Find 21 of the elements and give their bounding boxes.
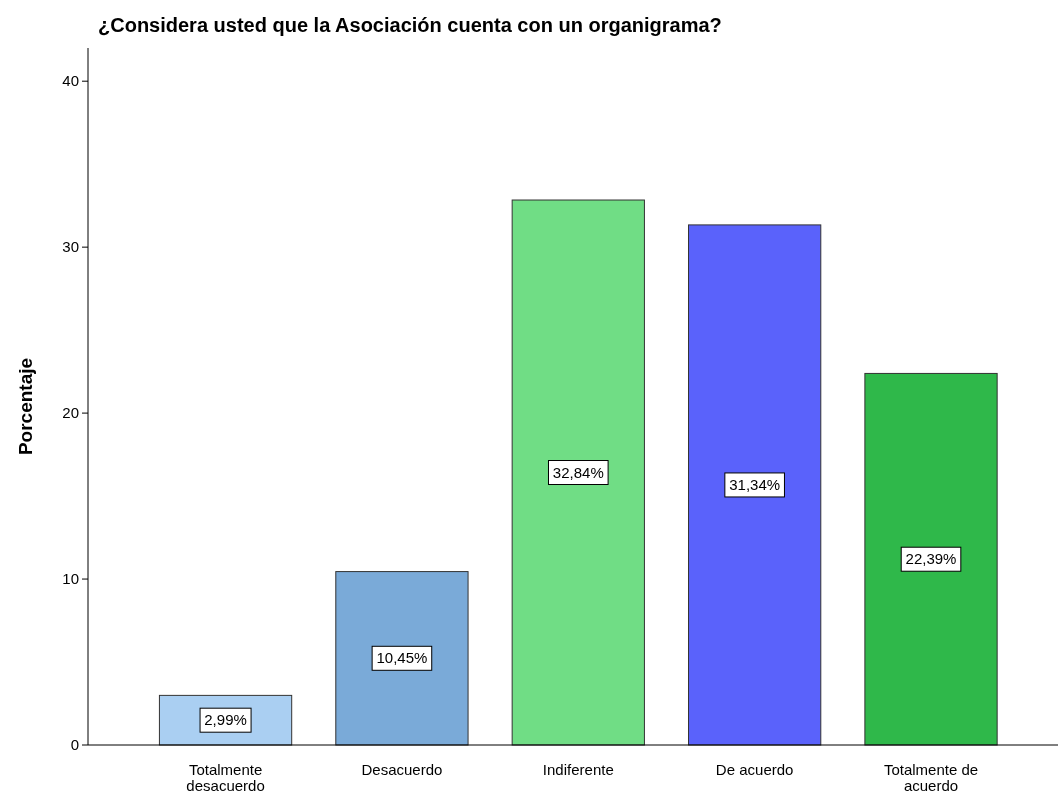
data-label: 22,39% xyxy=(905,550,957,568)
x-tick-label: Indiferente xyxy=(542,761,614,778)
bar xyxy=(511,199,645,746)
y-tick-label: 20 xyxy=(62,404,79,422)
y-axis-title: Porcentaje xyxy=(15,357,36,456)
bar xyxy=(864,372,998,746)
y-tick-label: 10 xyxy=(62,570,79,588)
x-tick-label: Totalmente desacuerdo xyxy=(186,761,265,794)
data-label: 32,84% xyxy=(552,463,604,481)
bar xyxy=(335,571,469,746)
chart-title: ¿Considera usted que la Asociación cuenta con un organigrama? xyxy=(98,14,722,36)
x-tick-label: Totalmente de acuerdo xyxy=(883,761,979,794)
data-label: 31,34% xyxy=(729,475,781,493)
y-tick-label: 0 xyxy=(70,736,79,753)
data-label: 2,99% xyxy=(204,711,247,729)
x-tick-label: Desacuerdo xyxy=(361,761,443,778)
bar xyxy=(688,224,822,746)
data-label: 10,45% xyxy=(376,649,428,667)
y-tick-label: 30 xyxy=(62,238,79,256)
x-tick-label: De acuerdo xyxy=(715,761,794,778)
y-tick-label: 40 xyxy=(62,72,79,90)
